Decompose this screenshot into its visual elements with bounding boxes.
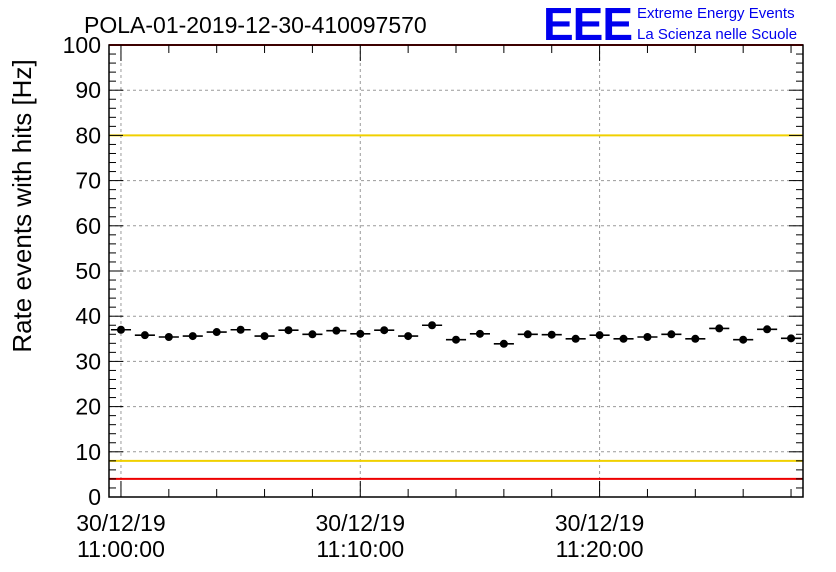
- y-tick-label: 80: [75, 122, 101, 148]
- reference-lines: [109, 44, 803, 480]
- x-tick-date: 30/12/19: [555, 510, 645, 536]
- y-tick-label: 90: [75, 77, 101, 103]
- data-point: [523, 330, 532, 339]
- data-point: [475, 329, 484, 338]
- y-tick-label: 20: [75, 394, 101, 420]
- data-point: [691, 334, 700, 343]
- data-point: [164, 332, 173, 341]
- eee-logo-line1: Extreme Energy Events: [637, 5, 795, 22]
- data-point: [619, 334, 628, 343]
- data-point: [380, 326, 389, 335]
- eee-logo-line2: La Scienza nelle Scuole: [637, 26, 797, 43]
- data-point: [356, 329, 365, 338]
- y-tick-label: 100: [63, 32, 101, 58]
- data-point: [595, 331, 604, 340]
- data-point: [571, 334, 580, 343]
- x-tick-date: 30/12/19: [76, 510, 166, 536]
- data-point: [332, 326, 341, 335]
- data-point: [236, 325, 245, 334]
- chart-title: POLA-01-2019-12-30-410097570: [84, 12, 427, 38]
- data-point: [643, 332, 652, 341]
- axes: 010203040506070809010030/12/1911:00:0030…: [63, 32, 804, 562]
- y-tick-label: 10: [75, 439, 101, 465]
- data-point: [547, 330, 556, 339]
- data-point: [452, 335, 460, 344]
- grid: [109, 45, 803, 497]
- data-point: [715, 324, 724, 333]
- data-point: [140, 331, 149, 340]
- data-point: [739, 335, 748, 344]
- data-point: [308, 330, 317, 339]
- y-tick-label: 70: [75, 168, 101, 194]
- x-tick-time: 11:10:00: [316, 536, 404, 562]
- y-tick-label: 60: [75, 213, 101, 239]
- data-point: [404, 332, 413, 341]
- x-tick-time: 11:20:00: [556, 536, 644, 562]
- data-point: [428, 321, 437, 330]
- eee-logo-mark: EEE: [543, 0, 632, 50]
- data-point: [499, 339, 508, 348]
- data-point: [787, 334, 796, 343]
- data-point: [212, 328, 221, 337]
- eee-logo: EEE Extreme Energy Events La Scienza nel…: [543, 0, 797, 50]
- y-tick-label: 0: [88, 484, 101, 510]
- y-tick-label: 30: [75, 348, 101, 374]
- data-point: [260, 332, 269, 341]
- x-tick-date: 30/12/19: [316, 510, 406, 536]
- y-axis-label: Rate events with hits [Hz]: [7, 59, 37, 352]
- x-tick-time: 11:00:00: [77, 536, 165, 562]
- data-point: [284, 326, 293, 335]
- y-tick-label: 40: [75, 303, 101, 329]
- data-point: [763, 325, 772, 334]
- data-point: [667, 330, 676, 339]
- data-point: [116, 325, 125, 334]
- data-points: [110, 321, 802, 348]
- data-point: [188, 332, 197, 341]
- y-tick-label: 50: [75, 258, 101, 284]
